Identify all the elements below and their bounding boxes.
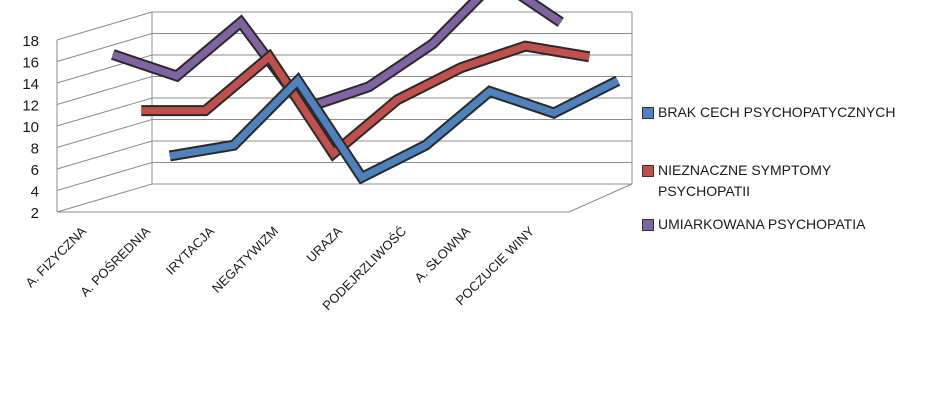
x-tick-label: URAZA <box>303 223 345 265</box>
series-0-point <box>361 176 363 178</box>
series-0-line <box>169 75 620 182</box>
series-2-line <box>111 0 563 113</box>
y-tick-label: 16 <box>22 55 39 72</box>
series-2-point <box>176 75 178 77</box>
y-tick-label: 6 <box>31 162 39 179</box>
series-1-point <box>588 56 590 58</box>
x-tick-label: NEGATYWIZM <box>209 224 281 296</box>
series-0-point <box>489 91 491 92</box>
y-tick-label: 10 <box>22 119 39 136</box>
series-2-point <box>432 43 434 45</box>
x-tick-label: A. POŚREDNIA <box>77 223 153 299</box>
legend-label-brak: BRAK CECH PSYCHOPATYCZNYCH <box>658 104 896 120</box>
series-0-point <box>169 155 171 157</box>
series-2-point <box>560 21 562 23</box>
y-tick-label: 18 <box>22 33 39 50</box>
series-0-point <box>553 112 555 114</box>
y-tick-label: 14 <box>22 76 39 93</box>
series-0-point <box>297 80 299 82</box>
legend-item-nieznaczne: NIEZNACZNE SYMPTOMY PSYCHOPATII <box>642 160 892 202</box>
x-tick-label: IRYTACJA <box>163 223 217 277</box>
legend-label-nieznaczne: NIEZNACZNE SYMPTOMY PSYCHOPATII <box>658 162 831 199</box>
series-1-point <box>140 110 142 112</box>
gridline <box>56 183 632 213</box>
series-2-point <box>368 86 370 88</box>
legend-item-brak: BRAK CECH PSYCHOPATYCZNYCH <box>642 102 896 123</box>
series-0-point <box>233 144 235 146</box>
y-tick-label: 2 <box>31 205 39 222</box>
legend-swatch-nieznaczne <box>642 165 654 177</box>
series-1-point <box>524 45 526 47</box>
series-1-point <box>204 110 206 112</box>
y-tick-label: 12 <box>22 98 39 115</box>
series-2-point <box>240 21 242 23</box>
series-1-point <box>396 99 398 101</box>
series-0-point <box>425 144 427 146</box>
x-tick-label: A. SŁOWNA <box>411 223 473 285</box>
legend-label-umiarkowana: UMIARKOWANA PSYCHOPATIA <box>658 216 866 232</box>
series-1-point <box>332 153 334 155</box>
series-0-point <box>617 80 619 82</box>
y-tick-label: 8 <box>31 141 39 158</box>
y-tick-label: 4 <box>31 184 39 201</box>
legend-item-umiarkowana: UMIARKOWANA PSYCHOPATIA <box>642 214 865 235</box>
floor-right-edge <box>568 183 633 213</box>
legend-swatch-umiarkowana <box>642 219 654 231</box>
series-1-point <box>268 56 270 58</box>
series-1-point <box>460 67 462 69</box>
series-2-point <box>112 54 114 55</box>
legend-swatch-brak <box>642 107 654 119</box>
x-tick-label: A. FIZYCZNA <box>22 223 89 290</box>
series-1-line <box>141 42 590 159</box>
